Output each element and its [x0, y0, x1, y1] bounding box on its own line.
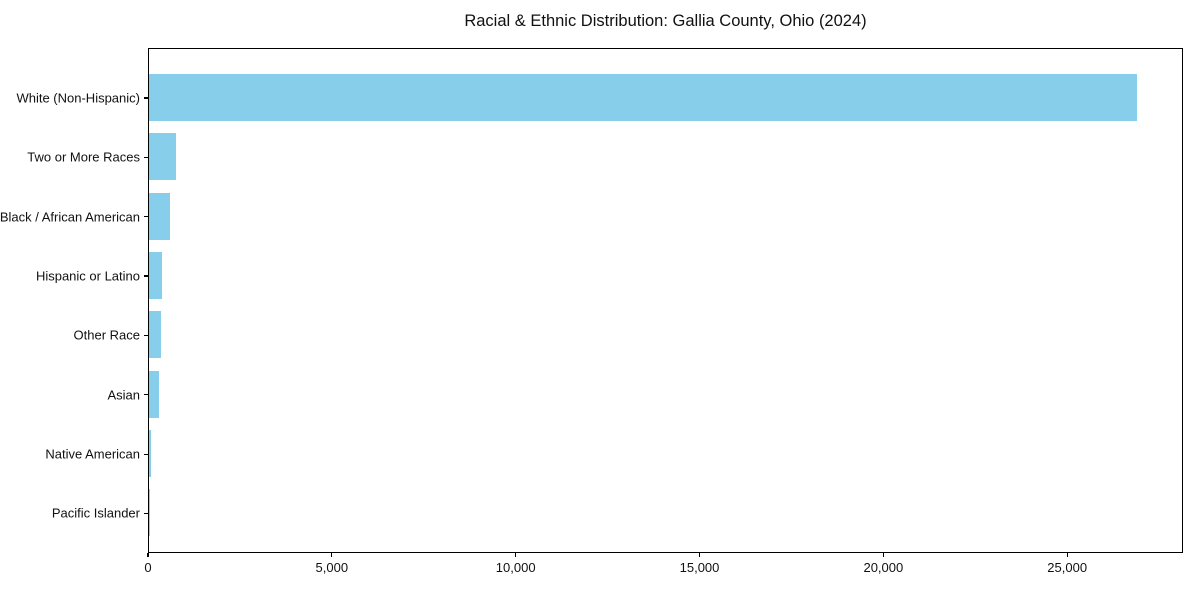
x-axis-tick	[882, 553, 884, 557]
x-axis-tick	[147, 553, 149, 557]
y-axis-tick	[144, 334, 148, 336]
y-axis-label: Two or More Races	[27, 149, 140, 165]
y-axis-label: Asian	[107, 387, 140, 403]
x-axis-tick	[698, 553, 701, 557]
y-axis-label: Other Race	[73, 327, 140, 343]
bar-black-african-american	[149, 192, 170, 240]
x-axis-tick-label: 0	[144, 560, 152, 575]
y-axis-tick	[144, 97, 148, 99]
y-axis-tick	[144, 512, 148, 515]
x-axis-tick	[331, 553, 333, 557]
bar-white-non-hispanic	[149, 74, 1138, 121]
bar-hispanic-or-latino	[149, 252, 162, 300]
y-axis-tick	[144, 156, 148, 158]
y-axis-label: Pacific Islander	[51, 505, 140, 521]
x-axis-tick	[1066, 553, 1068, 557]
y-axis-label: Hispanic or Latino	[35, 268, 140, 284]
y-axis-tick	[144, 394, 148, 396]
x-axis-tick-label: 10,000	[495, 560, 536, 575]
x-axis-tick-label: 25,000	[1047, 560, 1088, 575]
bar-native-american	[149, 430, 151, 478]
y-axis-label: Native American	[45, 446, 140, 462]
y-axis-tick	[144, 275, 148, 277]
chart-title: Racial & Ethnic Distribution: Gallia Cou…	[464, 12, 867, 30]
plot-area	[148, 48, 1183, 553]
x-axis-tick-label: 20,000	[863, 560, 904, 575]
y-axis-label: Black / African American	[0, 209, 140, 225]
x-axis-tick	[515, 553, 517, 557]
y-axis-label: White (Non-Hispanic)	[16, 90, 140, 106]
bar-asian	[149, 370, 159, 418]
y-axis-tick	[144, 453, 148, 455]
x-axis-tick-label: 5,000	[315, 560, 349, 575]
bar-two-or-more-races	[149, 133, 177, 181]
y-axis-tick	[144, 216, 148, 218]
x-axis-tick-label: 15,000	[679, 560, 720, 575]
bar-other-race	[149, 311, 161, 359]
